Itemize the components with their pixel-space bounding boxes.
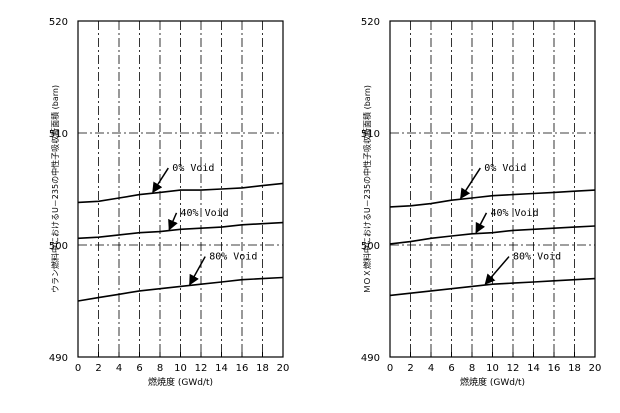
y-tick-label: 520: [49, 17, 68, 28]
annotation-label-2: 80% Void: [209, 252, 257, 263]
annotation-arrow: [475, 212, 488, 234]
x-axis-label: 燃焼度 (GWd/t): [460, 376, 525, 388]
y-axis-label: ＭＯＸ燃料中におけるU－235の中性子吸収断面積 (barn): [362, 85, 372, 293]
annotation-arrow: [152, 167, 169, 194]
annotation-arrow: [189, 256, 206, 286]
annotation-arrow: [484, 256, 510, 285]
x-axis-label: 燃焼度 (GWd/t): [148, 376, 213, 388]
y-tick-label: 510: [361, 129, 380, 140]
y-tick-label: 490: [49, 353, 68, 364]
series-line-2: [77, 276, 284, 302]
annotation-arrow: [460, 167, 481, 200]
x-tick-label: 4: [428, 363, 434, 374]
x-tick-label: 18: [256, 363, 269, 374]
series-line-1: [77, 221, 284, 240]
series-line-1: [389, 225, 596, 245]
x-tick-label: 0: [387, 363, 393, 374]
x-tick-label: 8: [157, 363, 163, 374]
y-tick-label: 490: [361, 353, 380, 364]
x-tick-label: 2: [95, 363, 101, 374]
annotation-label-1: 40% Void: [490, 208, 538, 219]
annotation-label-0: 0% Void: [172, 163, 214, 174]
annotation-arrow: [168, 212, 178, 231]
x-tick-label: 12: [195, 363, 208, 374]
y-axis-label: ウラン燃料中におけるU－235の中性子吸収断面積 (barn): [50, 85, 60, 293]
x-tick-label: 2: [407, 363, 413, 374]
x-tick-label: 14: [215, 363, 228, 374]
x-tick-label: 8: [469, 363, 475, 374]
series-line-0: [77, 182, 284, 204]
x-tick-label: 16: [548, 363, 561, 374]
uranium-fuel-chart: 0 2 4 6 8 10 12 14 16 18 20 490 500 510 520 燃焼度 (GWd/t)…: [49, 17, 289, 388]
series-line-0: [389, 189, 596, 208]
x-tick-label: 16: [236, 363, 249, 374]
y-tick-label: 510: [49, 129, 68, 140]
x-tick-label: 0: [75, 363, 81, 374]
x-tick-label: 20: [277, 363, 290, 374]
x-tick-label: 12: [507, 363, 520, 374]
x-tick-label: 18: [568, 363, 581, 374]
annotation-label-2: 80% Void: [513, 252, 561, 263]
x-tick-label: 6: [136, 363, 142, 374]
y-tick-label: 520: [361, 17, 380, 28]
annotation-label-0: 0% Void: [484, 163, 526, 174]
x-tick-label: 14: [527, 363, 540, 374]
mox-fuel-chart: 0 2 4 6 8 10 12 14 16 18 20 490 500 510 520 燃焼度 (GWd/t)…: [361, 17, 601, 388]
x-tick-label: 10: [174, 363, 187, 374]
annotation-label-1: 40% Void: [181, 208, 229, 219]
x-tick-label: 20: [589, 363, 602, 374]
x-tick-label: 4: [116, 363, 122, 374]
x-tick-label: 10: [486, 363, 499, 374]
y-tick-label: 500: [361, 241, 380, 252]
y-tick-label: 500: [49, 241, 68, 252]
x-tick-label: 6: [448, 363, 454, 374]
